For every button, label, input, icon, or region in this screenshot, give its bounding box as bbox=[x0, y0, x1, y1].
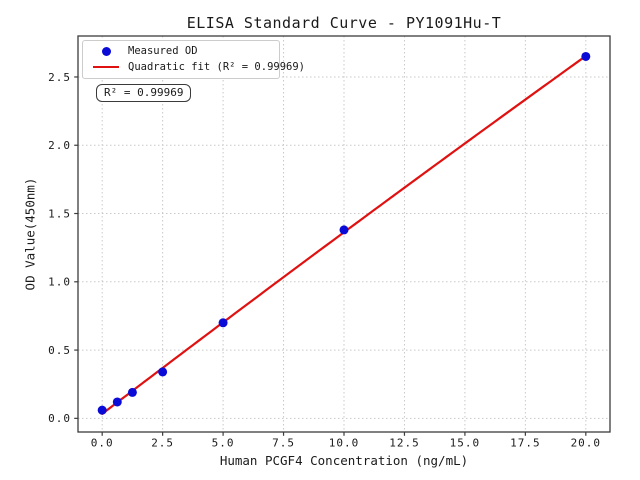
y-tick-label: 0.5 bbox=[48, 344, 71, 357]
x-tick-label: 20.0 bbox=[571, 437, 602, 450]
x-tick-label: 2.5 bbox=[151, 437, 174, 450]
data-point bbox=[218, 318, 228, 328]
y-tick-label: 2.0 bbox=[48, 139, 71, 152]
red-line-icon bbox=[93, 65, 119, 69]
fit-line-icon bbox=[91, 65, 121, 69]
x-tick-label: 15.0 bbox=[450, 437, 481, 450]
y-tick-label: 1.0 bbox=[48, 276, 71, 289]
x-tick-label: 5.0 bbox=[212, 437, 235, 450]
x-tick-label: 12.5 bbox=[389, 437, 420, 450]
data-point bbox=[339, 225, 349, 235]
data-point bbox=[97, 405, 107, 415]
data-point bbox=[112, 397, 122, 407]
x-tick-label: 7.5 bbox=[272, 437, 295, 450]
legend-label-quadratic-fit: Quadratic fit (R² = 0.99969) bbox=[128, 61, 306, 73]
r-squared-annotation: R² = 0.99969 bbox=[96, 84, 192, 102]
y-axis-label: OD Value(450nm) bbox=[22, 177, 38, 291]
data-point bbox=[158, 367, 168, 377]
y-tick-label: 1.5 bbox=[48, 207, 71, 220]
scatter-marker-icon bbox=[91, 46, 121, 56]
x-tick-label: 0.0 bbox=[91, 437, 114, 450]
chart-title: ELISA Standard Curve - PY1091Hu-T bbox=[186, 14, 502, 32]
legend-label-measured-od: Measured OD bbox=[128, 45, 198, 57]
legend: Measured OD Quadratic fit (R² = 0.99969) bbox=[82, 40, 305, 79]
blue-dot-icon bbox=[101, 46, 111, 56]
x-axis-label: Human PCGF4 Concentration (ng/mL) bbox=[219, 453, 469, 468]
data-point bbox=[127, 387, 137, 397]
x-tick-label: 10.0 bbox=[329, 437, 360, 450]
y-tick-label: 2.5 bbox=[48, 71, 71, 84]
data-point bbox=[581, 51, 591, 61]
x-tick-label: 17.5 bbox=[510, 437, 541, 450]
y-tick-label: 0.0 bbox=[48, 412, 71, 425]
legend-item-quadratic-fit: Quadratic fit (R² = 0.99969) bbox=[83, 59, 305, 75]
legend-item-measured-od: Measured OD bbox=[83, 43, 279, 59]
